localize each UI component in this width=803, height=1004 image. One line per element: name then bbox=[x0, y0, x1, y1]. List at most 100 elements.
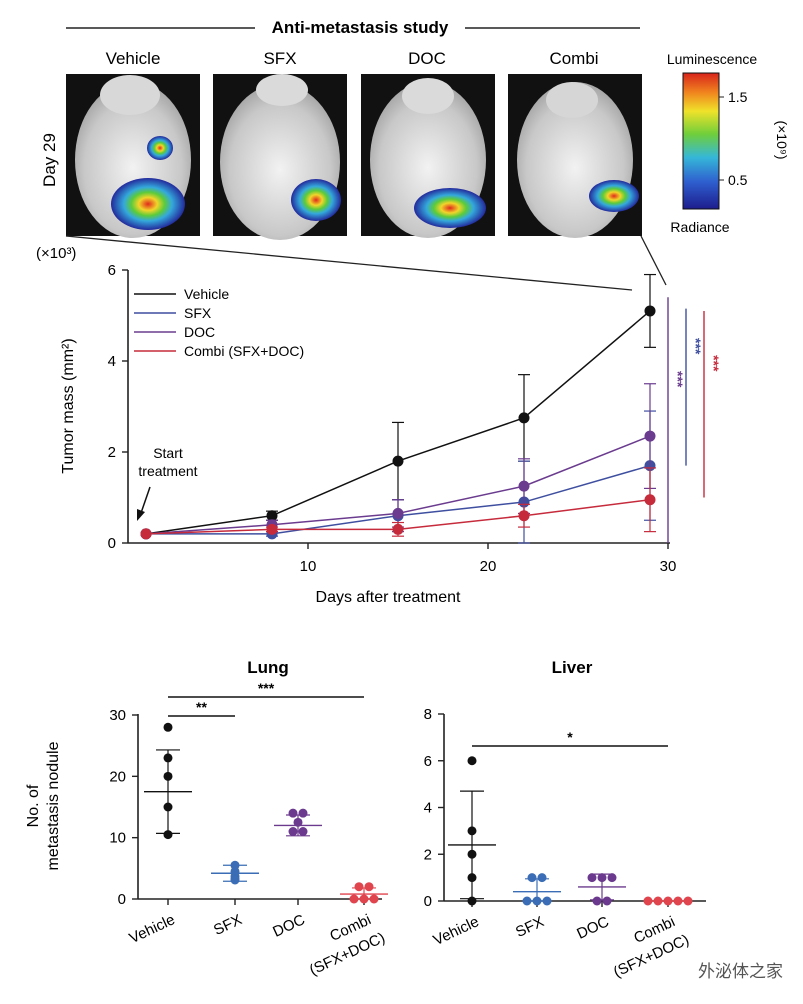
y-ticks: 0 2 4 6 bbox=[108, 262, 128, 552]
lung-data-point bbox=[288, 808, 298, 818]
lung-data-point bbox=[298, 827, 308, 837]
lung-x-label: DOC bbox=[270, 911, 308, 941]
liver-y-tick-label: 4 bbox=[424, 800, 432, 817]
legend-entry-combi: Combi (SFX+DOC) bbox=[184, 343, 304, 359]
liver-data-point bbox=[467, 849, 477, 859]
liver-data-point bbox=[592, 896, 602, 906]
significance-layer: ********* bbox=[667, 297, 722, 543]
liver-data-point bbox=[467, 873, 477, 883]
x-ticks: 10 20 30 bbox=[300, 543, 677, 575]
data-point-doc bbox=[644, 430, 656, 442]
start-treatment-annotation: Start treatment bbox=[137, 445, 198, 521]
mouse-image-combi bbox=[508, 74, 642, 238]
data-point-doc bbox=[518, 480, 530, 492]
liver-x-labels: Vehicle SFX DOC Combi(SFX+DOC) bbox=[431, 901, 692, 981]
liver-data-point bbox=[597, 873, 607, 883]
lung-data-point bbox=[349, 894, 359, 904]
colorbar-unit: (×10⁹) bbox=[774, 120, 790, 159]
liver-data-point bbox=[653, 896, 663, 906]
liver-data-point bbox=[683, 896, 693, 906]
study-header: Anti-metastasis study bbox=[66, 18, 640, 37]
zoom-connector-left bbox=[65, 235, 633, 291]
watermark-text: 外泌体之家 bbox=[698, 962, 783, 982]
lung-data-point bbox=[288, 827, 298, 837]
group-label-doc: DOC bbox=[408, 49, 446, 68]
liver-data-point bbox=[467, 896, 477, 906]
annotation-arrowhead bbox=[137, 509, 145, 521]
y-axis-title: Tumor mass (mm²) bbox=[60, 338, 77, 473]
data-point-vehicle bbox=[266, 510, 278, 522]
signal-spot bbox=[589, 180, 639, 212]
liver-y-tick-label: 6 bbox=[424, 753, 432, 770]
significance-label-combi: *** bbox=[706, 355, 722, 372]
lung-data-point bbox=[354, 882, 364, 892]
data-point-combi bbox=[140, 528, 152, 540]
liver-x-label: Vehicle bbox=[431, 913, 482, 949]
liver-significance: * bbox=[472, 729, 668, 747]
significance-label-sfx: *** bbox=[688, 338, 704, 355]
legend-entry-doc: DOC bbox=[184, 324, 215, 340]
group-label-vehicle: Vehicle bbox=[106, 49, 161, 68]
liver-data-point bbox=[467, 826, 477, 836]
liver-data-point bbox=[522, 896, 532, 906]
liver-data-point bbox=[607, 873, 617, 883]
data-point-combi bbox=[266, 523, 278, 535]
colorbar-scale bbox=[682, 72, 720, 210]
liver-data-point bbox=[602, 896, 612, 906]
liver-points bbox=[448, 756, 693, 906]
x-axis-title: Days after treatment bbox=[316, 589, 462, 606]
lung-data-point bbox=[230, 875, 240, 885]
liver-data-point bbox=[643, 896, 653, 906]
data-point-combi bbox=[392, 523, 404, 535]
liver-data-point bbox=[663, 896, 673, 906]
lung-data-point bbox=[359, 894, 369, 904]
liver-data-point bbox=[542, 896, 552, 906]
liver-data-point bbox=[673, 896, 683, 906]
y-multiplier: (×10³) bbox=[36, 245, 76, 262]
colorbar-tick-high: 1.5 bbox=[728, 89, 748, 105]
lung-data-point bbox=[364, 882, 374, 892]
lung-ylabel-line-2: metastasis nodule bbox=[45, 741, 62, 870]
data-point-vehicle bbox=[392, 455, 404, 467]
x-tick-label: 20 bbox=[480, 558, 497, 575]
colorbar-title: Luminescence bbox=[667, 51, 757, 67]
liver-y-tick-label: 8 bbox=[424, 706, 432, 723]
legend: Vehicle SFX DOC Combi (SFX+DOC) bbox=[134, 286, 304, 359]
lung-x-labels: Vehicle SFX DOC Combi(SFX+DOC) bbox=[127, 899, 388, 979]
lung-y-tick-label: 30 bbox=[109, 707, 126, 724]
y-tick-label: 2 bbox=[108, 444, 116, 461]
series-layer bbox=[140, 273, 656, 544]
colorbar-tick-low: 0.5 bbox=[728, 172, 748, 188]
colorbar-bottom-label: Radiance bbox=[670, 219, 729, 235]
annotation-line-1: Start bbox=[153, 445, 183, 461]
x-tick-label: 30 bbox=[660, 558, 677, 575]
annotation-line-2: treatment bbox=[138, 463, 197, 479]
lung-data-point bbox=[163, 802, 173, 812]
liver-significance-label: * bbox=[567, 729, 573, 745]
data-point-vehicle bbox=[518, 412, 530, 424]
x-tick-label: 10 bbox=[300, 558, 317, 575]
legend-entry-sfx: SFX bbox=[184, 305, 212, 321]
data-point-combi bbox=[518, 510, 530, 522]
lung-ylabel-line-1: No. of bbox=[25, 784, 42, 827]
y-tick-label: 0 bbox=[108, 535, 116, 552]
liver-data-point bbox=[537, 873, 547, 883]
liver-y-tick-label: 2 bbox=[424, 846, 432, 863]
signal-spot bbox=[291, 179, 341, 221]
tumor-mass-chart: (×10³) 0 2 4 6 10 20 30 Tumor mass (mm²) Days… bbox=[36, 245, 722, 606]
lung-significance-label: ** bbox=[196, 699, 207, 715]
lung-data-point bbox=[163, 722, 173, 732]
lung-x-label: Vehicle bbox=[127, 911, 178, 947]
liver-y-ticks: 0 2 4 6 8 bbox=[424, 706, 444, 910]
lung-data-point bbox=[163, 753, 173, 763]
day-label: Day 29 bbox=[40, 133, 59, 187]
group-label-sfx: SFX bbox=[263, 49, 296, 68]
colorbar: Luminescence 1.5 0.5 (×10⁹) Radiance bbox=[667, 51, 790, 235]
lung-title: Lung bbox=[247, 658, 289, 677]
mouse-image-doc bbox=[361, 74, 495, 238]
zoom-connector-right bbox=[640, 235, 667, 286]
lung-points bbox=[144, 722, 388, 904]
lung-significance: ***** bbox=[168, 680, 364, 717]
